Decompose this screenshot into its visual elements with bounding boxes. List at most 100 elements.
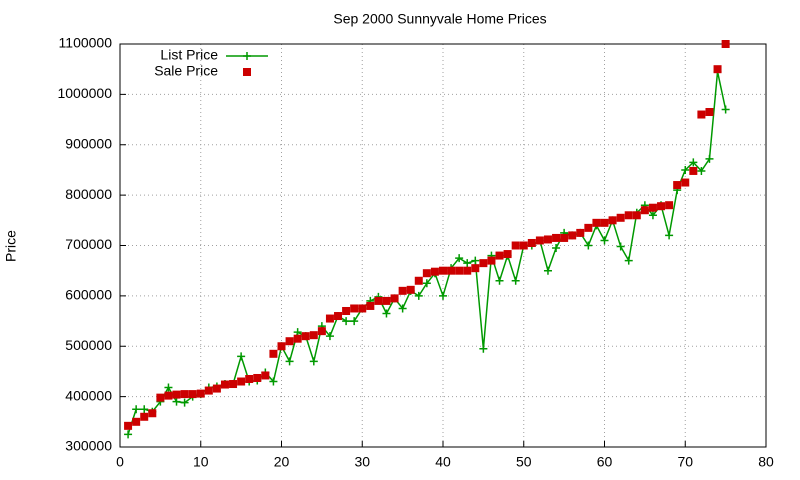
plus-marker xyxy=(479,344,488,353)
square-marker xyxy=(156,393,165,402)
square-marker xyxy=(616,213,625,222)
y-axis-label: Price xyxy=(3,230,19,262)
square-marker xyxy=(632,211,641,220)
square-marker xyxy=(253,373,262,382)
square-marker xyxy=(285,337,294,346)
square-marker xyxy=(705,108,714,117)
square-marker xyxy=(350,304,359,313)
plus-marker xyxy=(584,241,593,250)
square-marker xyxy=(382,296,391,305)
plus-marker xyxy=(543,266,552,275)
square-marker xyxy=(568,231,577,240)
x-tick-label: 0 xyxy=(116,454,124,470)
square-marker xyxy=(463,266,472,275)
legend-label: Sale Price xyxy=(154,63,218,79)
x-tick-label: 80 xyxy=(758,454,774,470)
square-marker xyxy=(245,374,254,383)
square-marker xyxy=(535,236,544,245)
plus-marker xyxy=(689,158,698,167)
square-marker xyxy=(713,65,722,74)
square-marker xyxy=(657,202,666,211)
square-marker xyxy=(624,211,633,220)
square-marker xyxy=(519,241,528,250)
square-marker xyxy=(301,332,310,341)
square-marker xyxy=(309,331,318,340)
square-marker xyxy=(600,218,609,227)
square-marker xyxy=(390,294,399,303)
y-tick-label: 600000 xyxy=(65,287,112,303)
plus-marker xyxy=(697,166,706,175)
plus-marker xyxy=(140,405,149,414)
square-marker xyxy=(584,223,593,232)
series-line xyxy=(127,71,727,435)
square-marker xyxy=(681,178,690,187)
plus-marker xyxy=(422,279,431,288)
plus-marker xyxy=(705,154,714,163)
plus-marker xyxy=(463,259,472,268)
square-marker xyxy=(237,377,246,386)
square-marker xyxy=(552,233,561,242)
plus-marker xyxy=(124,430,133,439)
y-tick-label: 300000 xyxy=(65,438,112,454)
square-marker xyxy=(576,228,585,237)
square-marker xyxy=(439,266,447,275)
square-marker xyxy=(188,390,197,399)
square-marker xyxy=(374,296,383,305)
plus-marker xyxy=(471,256,480,265)
plus-marker xyxy=(398,304,407,313)
square-marker xyxy=(721,40,730,48)
plus-marker xyxy=(552,244,561,253)
plus-marker xyxy=(681,165,690,174)
square-marker xyxy=(317,327,326,336)
y-tick-label: 700000 xyxy=(65,236,112,252)
plus-marker xyxy=(511,276,520,285)
plus-marker xyxy=(180,398,189,407)
square-marker xyxy=(648,203,657,212)
plus-marker xyxy=(665,231,674,240)
plus-marker xyxy=(624,256,633,265)
square-marker xyxy=(398,286,407,295)
square-marker xyxy=(148,409,157,418)
square-marker xyxy=(608,216,617,225)
plus-marker xyxy=(721,105,730,114)
square-marker xyxy=(689,166,698,175)
plus-marker xyxy=(285,357,294,366)
square-marker xyxy=(124,421,133,430)
plus-marker xyxy=(132,405,141,414)
plot-border xyxy=(119,43,767,448)
plus-marker xyxy=(269,377,278,386)
chart-title: Sep 2000 Sunnyvale Home Prices xyxy=(333,11,546,27)
plus-marker xyxy=(350,317,359,326)
y-tick-label: 900000 xyxy=(65,135,112,151)
square-marker xyxy=(204,386,213,395)
square-marker xyxy=(495,251,504,260)
square-marker xyxy=(430,267,439,276)
square-marker xyxy=(140,412,149,421)
square-marker xyxy=(132,417,141,426)
plus-marker xyxy=(616,242,625,251)
square-marker xyxy=(180,390,189,399)
square-marker xyxy=(414,276,423,285)
x-tick-label: 40 xyxy=(435,454,451,470)
square-marker xyxy=(640,206,649,215)
x-tick-label: 30 xyxy=(354,454,370,470)
x-tick-label: 10 xyxy=(193,454,209,470)
plus-marker xyxy=(600,236,609,245)
square-marker xyxy=(269,349,278,358)
legend-marker xyxy=(243,52,251,60)
square-marker xyxy=(527,238,536,247)
plus-marker xyxy=(342,317,351,326)
square-marker xyxy=(406,285,415,294)
plus-marker xyxy=(648,211,657,220)
square-marker xyxy=(422,269,431,278)
plus-marker xyxy=(309,357,318,366)
square-marker xyxy=(560,233,569,242)
square-marker xyxy=(366,301,375,310)
legend-label: List Price xyxy=(160,47,218,63)
square-marker xyxy=(325,314,334,323)
x-tick-label: 50 xyxy=(516,454,532,470)
square-marker xyxy=(447,266,456,275)
square-marker xyxy=(665,201,674,210)
x-tick-label: 60 xyxy=(597,454,613,470)
